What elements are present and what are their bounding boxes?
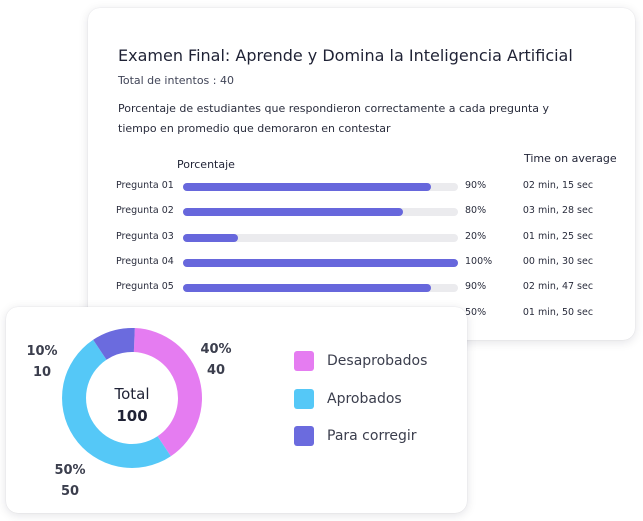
donut-total-value: 100 bbox=[116, 407, 148, 425]
question-label: Pregunta 04 bbox=[116, 256, 174, 267]
progress-fill bbox=[183, 284, 431, 292]
aprobados-count: 50 bbox=[60, 484, 80, 499]
progress-track bbox=[183, 208, 458, 216]
percent-value: 50% bbox=[465, 307, 487, 318]
progress-fill bbox=[183, 234, 238, 242]
exam-title: Examen Final: Aprende y Domina la Inteli… bbox=[118, 46, 573, 65]
desaprobados-count: 40 bbox=[206, 363, 226, 378]
legend-swatch bbox=[294, 426, 314, 446]
question-row: Pregunta 04 100% 00 min, 30 sec bbox=[88, 253, 635, 273]
percent-value: 90% bbox=[465, 281, 487, 292]
desaprobados-label: 40% 40 bbox=[191, 339, 241, 381]
question-row: Pregunta 01 90% 02 min, 15 sec bbox=[88, 177, 635, 197]
donut-center: Total 100 bbox=[92, 383, 172, 427]
progress-track bbox=[183, 284, 458, 292]
progress-fill bbox=[183, 183, 431, 191]
total-attempts: Total de intentos : 40 bbox=[118, 74, 234, 87]
progress-track bbox=[183, 183, 458, 191]
progress-track bbox=[183, 259, 458, 267]
question-label: Pregunta 03 bbox=[116, 231, 174, 242]
percent-value: 90% bbox=[465, 180, 487, 191]
donut-total-label: Total bbox=[114, 385, 150, 403]
percent-value: 100% bbox=[465, 256, 493, 267]
average-time: 02 min, 15 sec bbox=[522, 180, 594, 191]
average-time: 02 min, 47 sec bbox=[522, 281, 594, 292]
average-time: 01 min, 25 sec bbox=[522, 231, 594, 242]
progress-track bbox=[183, 234, 458, 242]
question-label: Pregunta 02 bbox=[116, 205, 174, 216]
question-row: Pregunta 05 90% 02 min, 47 sec bbox=[88, 278, 635, 298]
legend-label: Para corregir bbox=[327, 428, 417, 444]
question-row: Pregunta 02 80% 03 min, 28 sec bbox=[88, 202, 635, 222]
percent-value: 80% bbox=[465, 205, 487, 216]
average-time: 01 min, 50 sec bbox=[522, 307, 594, 318]
progress-fill bbox=[183, 259, 458, 267]
legend-swatch bbox=[294, 351, 314, 371]
aprobados-label: 50% 50 bbox=[45, 460, 95, 502]
donut-arcs bbox=[62, 328, 202, 468]
progress-fill bbox=[183, 208, 403, 216]
donut-slice-desaprobados bbox=[133, 328, 202, 457]
question-row: Pregunta 03 20% 01 min, 25 sec bbox=[88, 228, 635, 248]
question-label: Pregunta 01 bbox=[116, 180, 174, 191]
percent-value: 20% bbox=[465, 231, 487, 242]
para-corregir-label: 10% 10 bbox=[17, 341, 67, 383]
question-label: Pregunta 05 bbox=[116, 281, 174, 292]
average-time: 03 min, 28 sec bbox=[522, 205, 594, 216]
aprobados-percent: 50% bbox=[54, 463, 86, 478]
percentage-header: Porcentaje bbox=[177, 158, 235, 171]
results-summary-card: Total 100 40% 40 50% 50 10% 10 Desaproba… bbox=[6, 307, 467, 513]
exam-results-card: Examen Final: Aprende y Domina la Inteli… bbox=[88, 8, 635, 340]
donut-slice-aprobados bbox=[62, 339, 171, 468]
donut-slice-para-corregir bbox=[93, 328, 135, 360]
para-corregir-count: 10 bbox=[32, 365, 52, 380]
legend-label: Desaprobados bbox=[327, 353, 428, 369]
legend-label: Aprobados bbox=[327, 391, 402, 407]
para-corregir-percent: 10% bbox=[26, 344, 58, 359]
desaprobados-percent: 40% bbox=[200, 342, 232, 357]
legend-swatch bbox=[294, 389, 314, 409]
time-header: Time on average bbox=[524, 152, 617, 165]
chart-description: Porcentaje de estudiantes que respondier… bbox=[118, 102, 550, 135]
results-donut-chart bbox=[62, 328, 202, 468]
average-time: 00 min, 30 sec bbox=[522, 256, 594, 267]
